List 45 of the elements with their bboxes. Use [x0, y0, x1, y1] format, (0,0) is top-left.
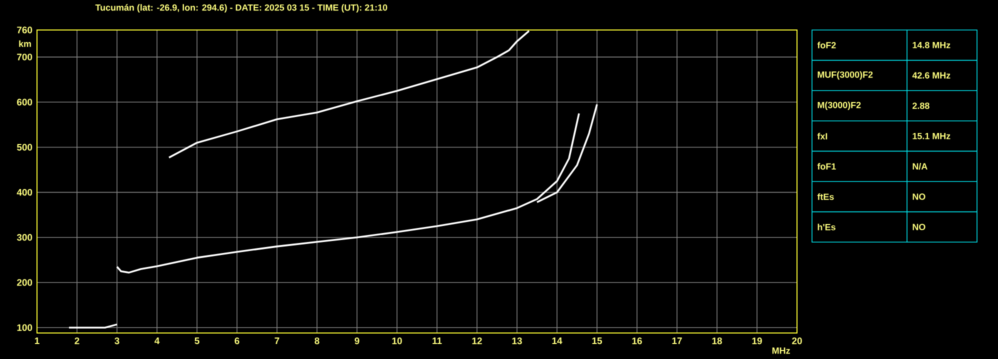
y-tick-label: 300 [16, 234, 32, 241]
x-tick-label: 2 [74, 338, 80, 344]
text: NO [912, 224, 926, 230]
y-tick-label: 600 [17, 98, 32, 106]
y-tick-label: 700 [17, 54, 32, 60]
y-tick-label: 500 [16, 144, 32, 151]
x-tick-label: 4 [154, 338, 160, 344]
y-tick-label: 200 [17, 279, 32, 286]
y-tick-label: 100 [17, 324, 32, 331]
x-tick-label: 17 [672, 338, 682, 344]
x-tick-label: 3 [114, 338, 120, 344]
y-tick-label: 400 [16, 188, 32, 196]
text: ftEs [817, 193, 834, 200]
x-tick-label: 5 [194, 338, 200, 344]
x-tick-label: 18 [712, 338, 722, 344]
x-tick-label: 12 [472, 338, 482, 344]
x-tick-label: 19 [752, 338, 762, 344]
text: 14.8 MHz [912, 42, 950, 48]
x-tick-label: 13 [512, 338, 522, 344]
text: M(3000)F2 [818, 102, 861, 110]
y-tick-label: 760 [17, 26, 32, 34]
x-tick-label: 20 [792, 338, 802, 344]
x-tick-label: 9 [354, 338, 360, 344]
text: N/A [912, 162, 928, 170]
x-axis-title: MHz [772, 348, 790, 354]
chart-title: Tucumán (lat: -26.9, lon: 294.6) - DATE: 2025 03 15 - TIME (UT): 21:10 [95, 4, 388, 12]
x-tick-label: 14 [552, 338, 562, 344]
x-tick-label: 1 [34, 338, 40, 344]
text: 15.1 MHz [912, 132, 950, 140]
x-tick-label: 11 [432, 338, 442, 344]
y-axis-title: km [19, 40, 31, 47]
text: h'Es [818, 224, 836, 230]
x-tick-label: 8 [314, 338, 320, 344]
text: foF1 [817, 163, 836, 170]
text: foF2 [817, 42, 836, 48]
text: NO [912, 194, 926, 200]
x-tick-label: 6 [234, 338, 240, 344]
text: fxI [817, 132, 828, 140]
text: 42.6 MHz [912, 72, 950, 79]
x-tick-label: 7 [274, 338, 280, 344]
text: 2.88 [912, 102, 930, 109]
x-tick-label: 10 [392, 338, 402, 344]
x-tick-label: 15 [592, 338, 602, 344]
x-tick-label: 16 [632, 338, 642, 344]
text: MUF(3000)F2 [818, 71, 873, 80]
